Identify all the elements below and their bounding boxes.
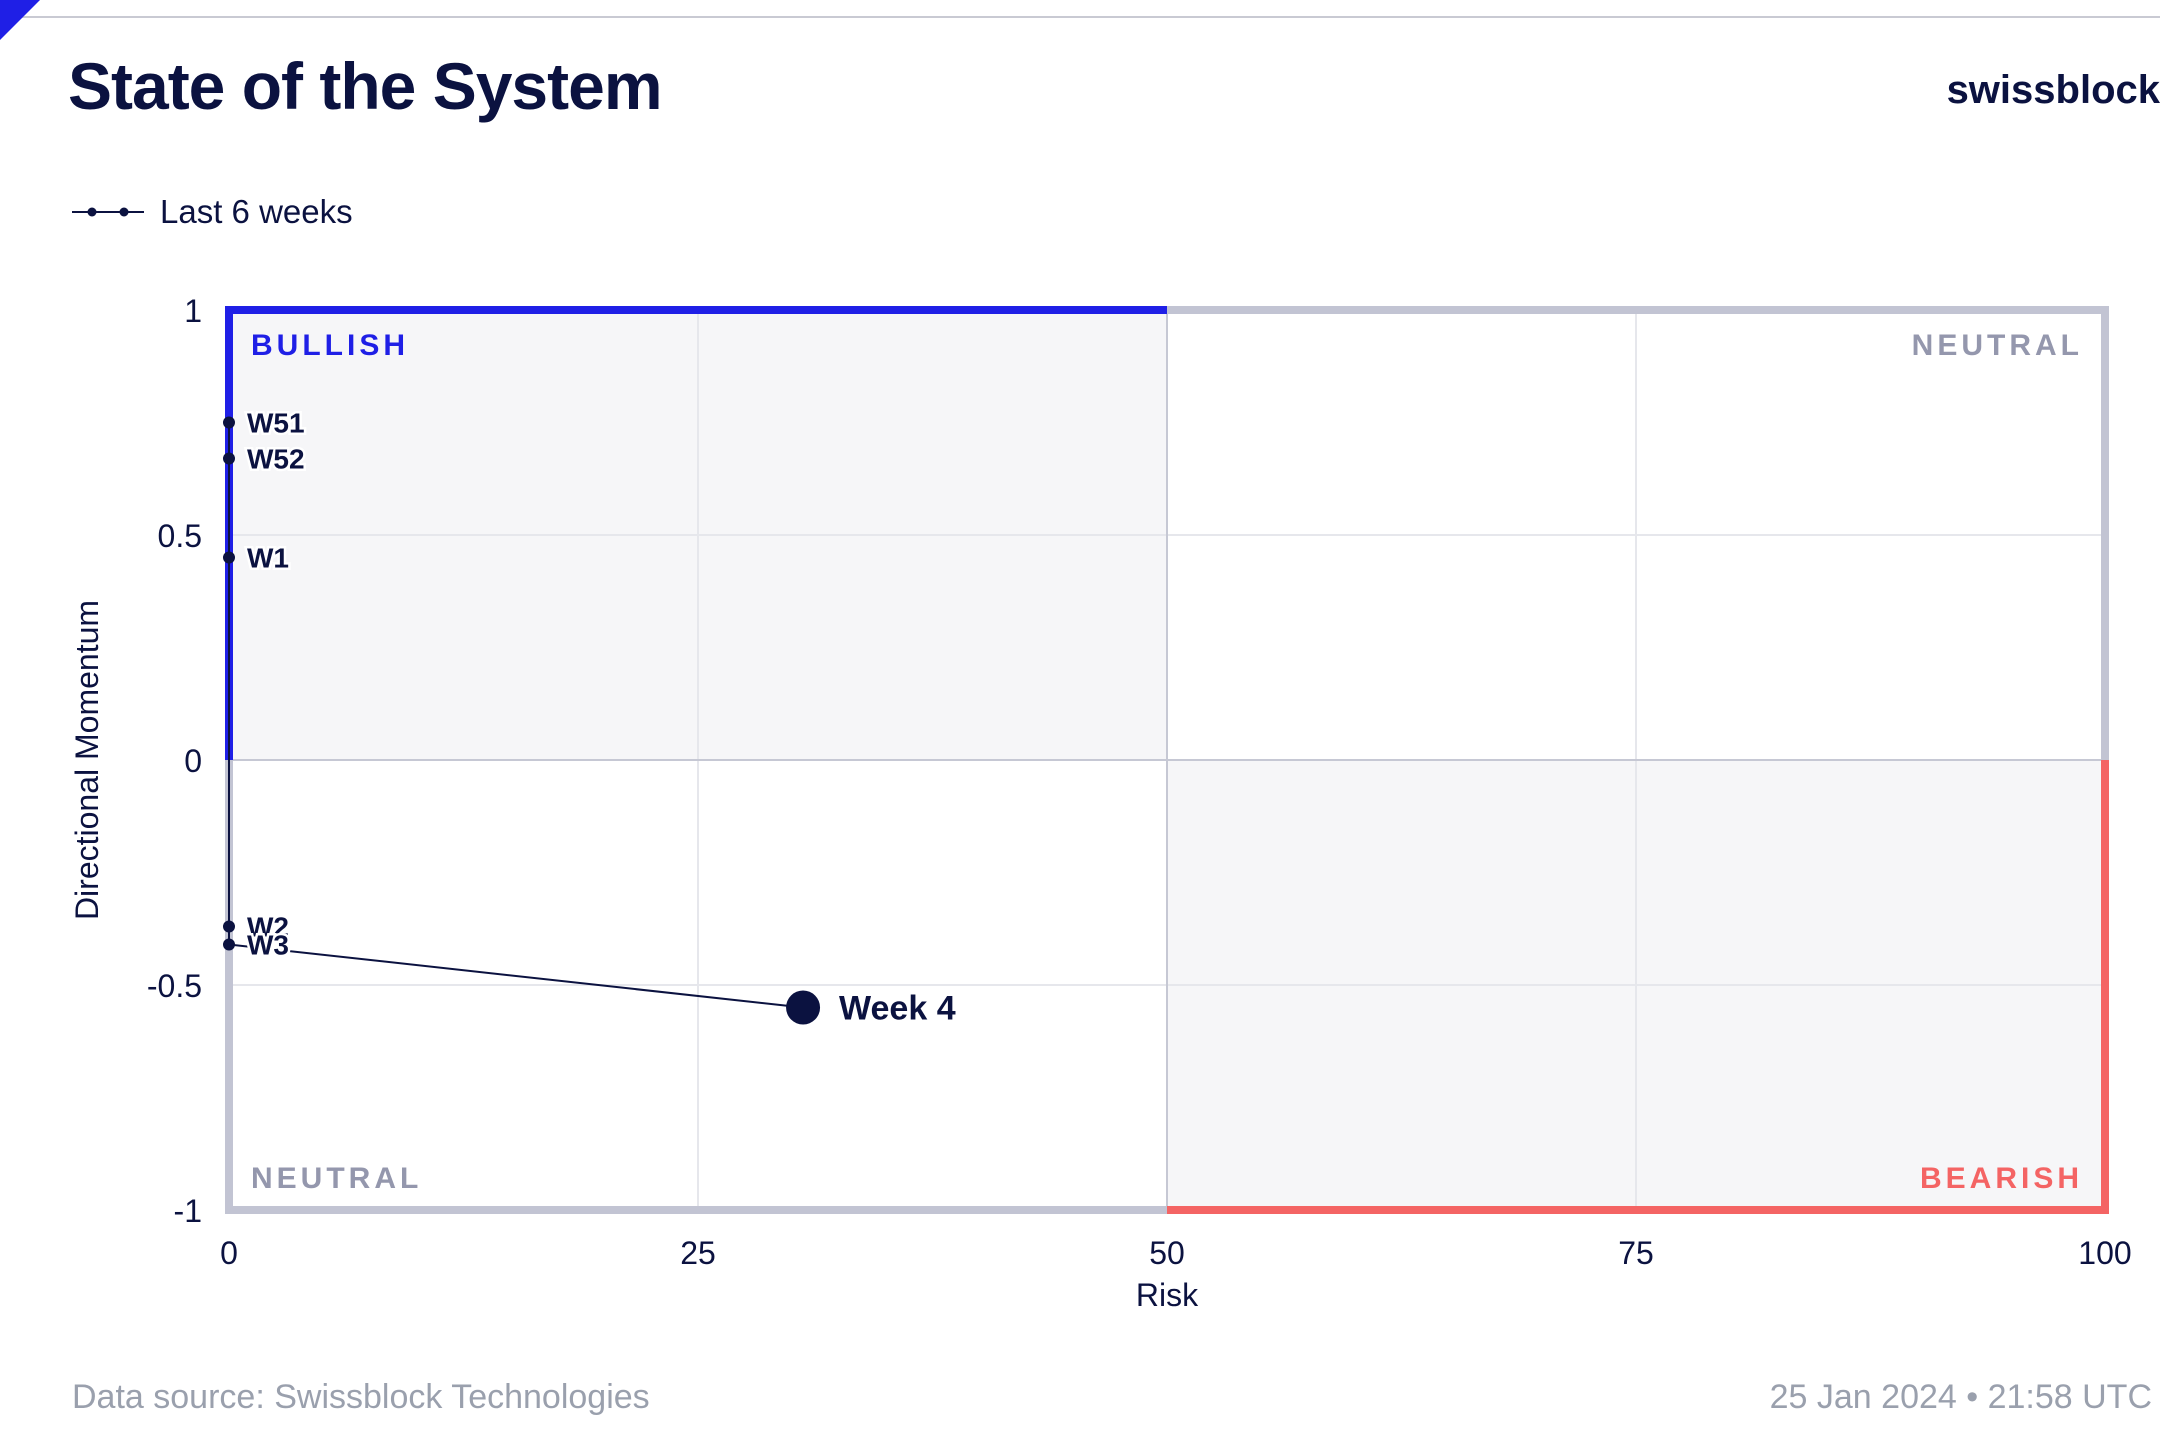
- y-tick-label: 1: [184, 293, 202, 329]
- brand-logo: swissblock: [1946, 68, 2160, 112]
- week-point-label: W3: [247, 930, 289, 961]
- x-tick-label: 0: [220, 1235, 238, 1271]
- current-week-label: Week 4: [839, 990, 956, 1028]
- legend-line-marker-icon: [72, 207, 144, 217]
- page-title: State of the System: [68, 49, 662, 123]
- legend-label: Last 6 weeks: [160, 193, 353, 230]
- top-rule: [0, 16, 2160, 18]
- x-tick-label: 25: [680, 1235, 716, 1271]
- week-point: [223, 416, 235, 429]
- state-of-system-chart: BULLISH NEUTRAL NEUTRAL BEARISH 1 0.5 0 -0.5 -1 0…: [69, 293, 2132, 1313]
- week-point: [223, 938, 235, 951]
- quadrant-label-bearish: BEARISH: [1920, 1162, 2083, 1195]
- x-tick-label: 100: [2078, 1235, 2131, 1271]
- quadrant-label-neutral-top: NEUTRAL: [1912, 329, 2083, 362]
- quadrant-label-neutral-bottom: NEUTRAL: [251, 1162, 422, 1195]
- week-point-label: W1: [247, 543, 289, 574]
- chart-legend: Last 6 weeks: [70, 190, 353, 234]
- x-tick-label: 50: [1149, 1235, 1185, 1271]
- timestamp: 25 Jan 2024 • 21:58 UTC: [1769, 1378, 2152, 1416]
- x-axis-title: Risk: [1136, 1277, 1199, 1313]
- y-tick-label: -1: [174, 1193, 202, 1229]
- week-point: [223, 920, 235, 933]
- y-axis-title: Directional Momentum: [69, 600, 105, 920]
- week-point: [223, 551, 235, 564]
- current-week-point: [786, 990, 821, 1025]
- corner-accent: [0, 0, 40, 40]
- x-tick-label: 75: [1618, 1235, 1654, 1271]
- quadrant-label-bullish: BULLISH: [251, 329, 409, 362]
- y-tick-label: 0: [184, 743, 202, 779]
- y-tick-label: -0.5: [147, 968, 202, 1004]
- week-point-label: W52: [247, 444, 305, 475]
- data-source-note: Data source: Swissblock Technologies: [72, 1378, 650, 1416]
- y-tick-label: 0.5: [158, 518, 202, 554]
- week-point-label: W51: [247, 408, 305, 439]
- week-point-label: W2: [247, 912, 289, 943]
- week-point: [223, 452, 235, 465]
